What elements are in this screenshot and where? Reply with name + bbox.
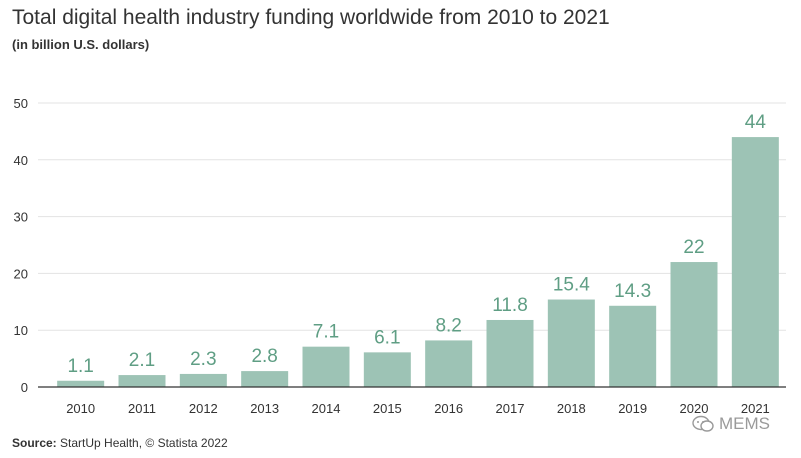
data-label: 11.8 — [492, 295, 528, 316]
bar — [609, 305, 657, 387]
data-label: 22 — [683, 237, 704, 258]
source-text: StartUp Health, © Statista 2022 — [60, 436, 228, 450]
y-tick-label: 20 — [14, 266, 28, 281]
bar — [731, 137, 779, 387]
data-label: 15.4 — [553, 275, 590, 296]
bar — [302, 346, 350, 387]
data-label: 8.2 — [435, 315, 461, 336]
bar — [547, 299, 595, 387]
x-tick-label: 2017 — [496, 401, 525, 416]
source-label: Source: — [12, 436, 57, 450]
x-tick-label: 2011 — [128, 401, 156, 416]
y-tick-label: 40 — [14, 153, 28, 168]
bar — [670, 262, 718, 387]
bar — [241, 371, 289, 387]
x-tick-label: 2016 — [434, 401, 463, 416]
data-label: 44 — [745, 112, 767, 133]
bar — [486, 319, 534, 387]
x-tick-label: 2019 — [618, 401, 647, 416]
data-label: 2.3 — [190, 349, 216, 370]
bar — [425, 340, 473, 387]
y-tick-label: 10 — [14, 323, 28, 338]
chart-subtitle: (in billion U.S. dollars) — [12, 37, 150, 52]
chart-title: Total digital health industry funding wo… — [12, 6, 610, 29]
x-tick-label: 2010 — [66, 401, 95, 416]
bar — [57, 380, 105, 387]
bar — [363, 352, 411, 387]
data-label: 2.1 — [129, 350, 155, 371]
x-tick-label: 2020 — [680, 401, 709, 416]
data-label: 14.3 — [614, 281, 651, 302]
watermark-text: MEMS — [719, 414, 770, 433]
x-tick-label: 2012 — [189, 401, 218, 416]
data-label: 7.1 — [313, 322, 339, 343]
source-note: Source: StartUp Health, © Statista 2022 — [12, 436, 228, 450]
bar — [179, 373, 227, 387]
x-tick-label: 2013 — [250, 401, 279, 416]
chat-bubble-icon — [692, 415, 714, 432]
watermark: MEMS — [692, 414, 770, 434]
data-label: 2.8 — [251, 346, 277, 367]
y-tick-label: 0 — [21, 380, 28, 395]
x-tick-label: 2015 — [373, 401, 402, 416]
data-label: 6.1 — [374, 327, 400, 348]
x-tick-label: 2014 — [312, 401, 341, 416]
y-tick-label: 30 — [14, 210, 28, 225]
x-tick-label: 2021 — [741, 401, 770, 416]
bar — [118, 375, 166, 387]
x-tick-label: 2018 — [557, 401, 586, 416]
data-label: 1.1 — [67, 356, 93, 377]
y-tick-label: 50 — [14, 96, 28, 111]
